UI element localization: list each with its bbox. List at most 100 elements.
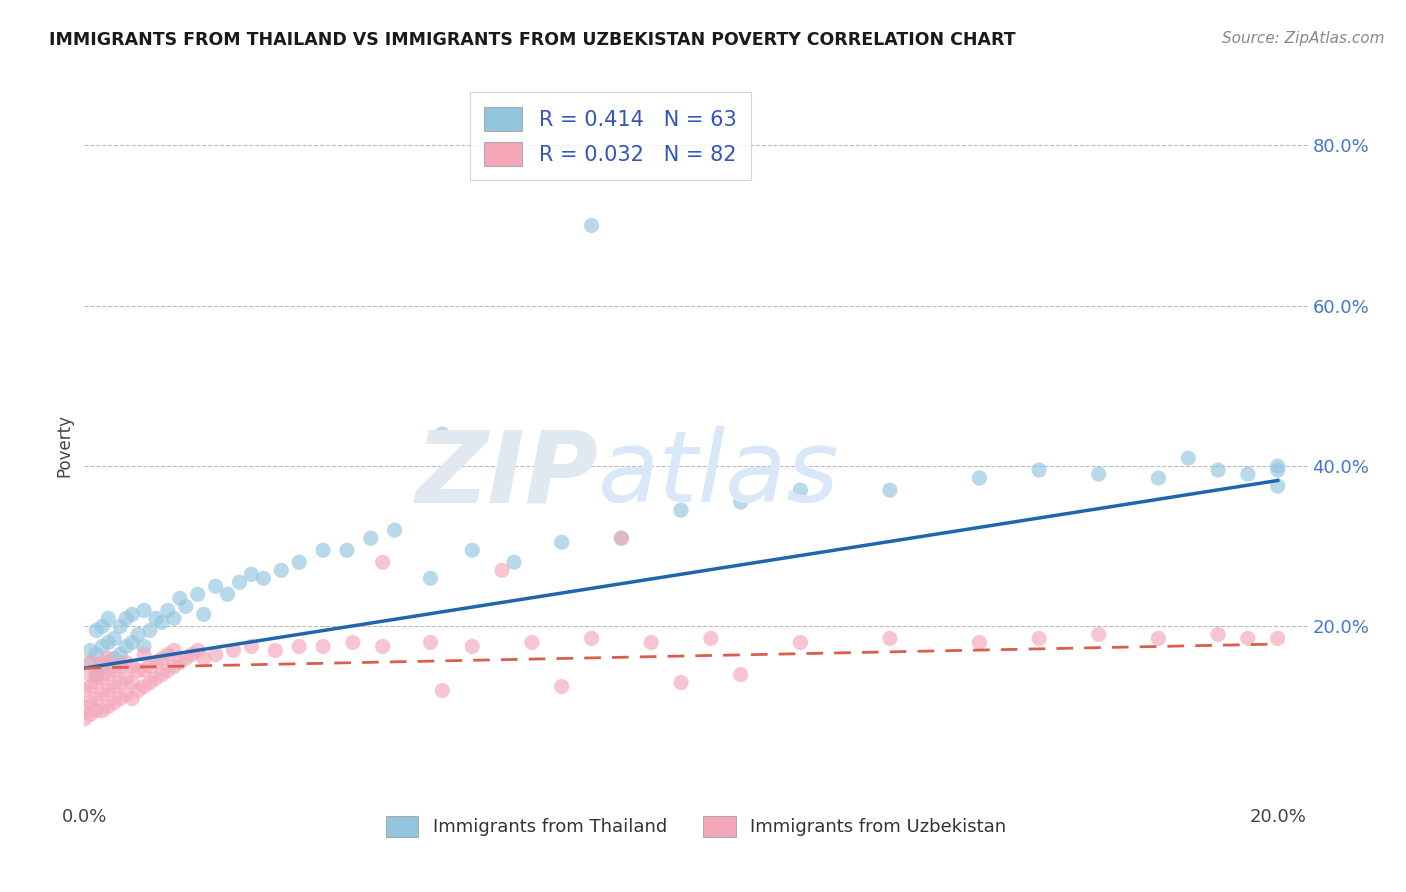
Point (150, 667, 173, 681)
Point (1237, 632, 1260, 646)
Point (115, 611, 138, 625)
Point (115, 672, 138, 686)
Point (103, 632, 125, 646)
Point (789, 635, 811, 649)
Point (1147, 632, 1170, 646)
Point (73, 699, 96, 714)
Point (115, 688, 138, 702)
Point (73, 712, 96, 726)
Point (1087, 467, 1109, 481)
Point (121, 691, 143, 706)
Point (132, 648, 155, 662)
Point (84, 675, 107, 690)
Point (336, 543, 359, 558)
Point (1028, 632, 1050, 646)
Point (121, 607, 143, 622)
Point (264, 643, 287, 657)
Point (461, 640, 484, 654)
Point (79, 656, 101, 670)
Point (97, 611, 120, 625)
Point (103, 651, 125, 665)
Point (79, 680, 101, 694)
Point (91, 656, 114, 670)
Point (193, 607, 215, 622)
Point (132, 664, 155, 678)
Text: Source: ZipAtlas.com: Source: ZipAtlas.com (1222, 31, 1385, 46)
Point (700, 632, 723, 646)
Point (1267, 458, 1289, 473)
Point (1237, 467, 1260, 481)
Point (163, 659, 186, 673)
Point (217, 587, 239, 601)
Point (1177, 450, 1199, 465)
Point (103, 680, 125, 694)
Point (139, 624, 162, 638)
Point (1267, 479, 1289, 493)
Point (97, 651, 120, 665)
Point (132, 680, 155, 694)
Point (187, 587, 209, 601)
Point (730, 495, 752, 509)
Point (789, 483, 811, 497)
Point (520, 635, 543, 649)
Point (163, 611, 186, 625)
Point (1206, 463, 1229, 477)
Point (108, 619, 131, 633)
Point (84, 664, 107, 678)
Point (79, 696, 101, 710)
Point (1267, 463, 1289, 477)
Point (879, 483, 901, 497)
Point (132, 640, 155, 654)
Point (108, 691, 131, 706)
Point (121, 675, 143, 690)
Point (174, 599, 197, 614)
Point (79, 643, 101, 657)
Point (156, 648, 179, 662)
Point (150, 651, 173, 665)
Point (145, 611, 167, 625)
Point (121, 659, 143, 673)
Point (97, 683, 120, 698)
Point (371, 555, 394, 569)
Point (91, 619, 114, 633)
Point (108, 648, 131, 662)
Point (91, 640, 114, 654)
Point (156, 664, 179, 678)
Point (174, 651, 197, 665)
Point (1206, 627, 1229, 641)
Point (156, 603, 179, 617)
Point (121, 635, 143, 649)
Point (73, 683, 96, 698)
Point (150, 615, 173, 630)
Point (551, 680, 574, 694)
Point (503, 555, 526, 569)
Point (252, 571, 274, 585)
Point (84, 704, 107, 718)
Text: atlas: atlas (598, 426, 839, 523)
Point (145, 656, 167, 670)
Text: IMMIGRANTS FROM THAILAND VS IMMIGRANTS FROM UZBEKISTAN POVERTY CORRELATION CHART: IMMIGRANTS FROM THAILAND VS IMMIGRANTS F… (49, 31, 1015, 49)
Point (669, 675, 692, 690)
Point (312, 543, 335, 558)
Point (97, 667, 120, 681)
Point (432, 683, 454, 698)
Point (139, 659, 162, 673)
Point (640, 635, 662, 649)
Point (240, 567, 263, 582)
Point (180, 648, 202, 662)
Point (669, 503, 692, 517)
Text: ZIP: ZIP (415, 426, 598, 523)
Point (384, 523, 406, 537)
Point (127, 664, 149, 678)
Point (288, 555, 311, 569)
Point (103, 664, 125, 678)
Point (91, 704, 114, 718)
Point (103, 696, 125, 710)
Point (969, 635, 991, 649)
Point (581, 632, 603, 646)
Point (193, 651, 215, 665)
Point (127, 683, 149, 698)
Point (312, 640, 335, 654)
Point (97, 699, 120, 714)
Point (79, 667, 101, 681)
